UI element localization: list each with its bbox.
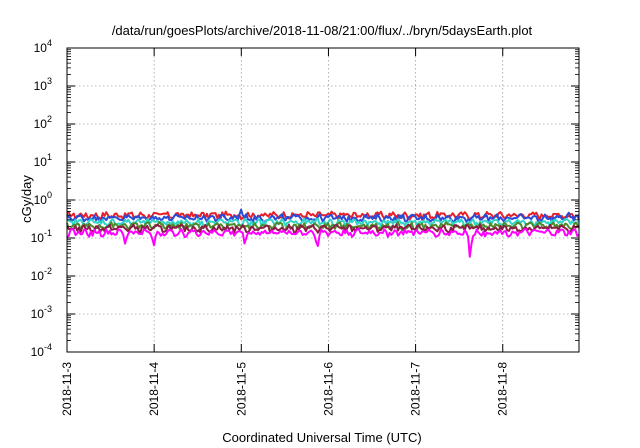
x-axis-label: Coordinated Universal Time (UTC) [222,430,421,445]
x-tick-label: 2018-11-5 [234,362,248,416]
series-line-5 [66,227,580,258]
y-tick-label: 104 [34,38,52,55]
series-layer [66,208,580,258]
x-tick-label: 2018-11-3 [60,362,74,416]
y-axis-label: cGy/day [19,175,34,223]
series-line-4 [66,223,580,234]
x-tick-label: 2018-11-8 [496,362,510,416]
y-tick-label: 10-3 [31,304,52,321]
axis-layer: 10-4 10-3 10-2 10-1 100 101 102 103 104 2018-11-3… [31,38,579,416]
y-tick-label: 102 [34,114,52,131]
x-tick-label: 2018-11-4 [147,362,161,416]
chart-title: /data/run/goesPlots/archive/2018-11-08/2… [112,23,533,38]
grid-lines [67,48,579,352]
y-tick-label: 103 [34,76,52,93]
x-tick-label: 2018-11-7 [409,362,423,416]
y-tick-label: 101 [34,152,52,169]
series-line-2 [66,217,580,228]
y-tick-label: 10-4 [31,342,52,359]
y-tick-label: 10-1 [31,228,52,245]
x-tick-label: 2018-11-6 [321,362,335,416]
y-tick-label: 10-2 [31,266,52,283]
y-tick-label: 100 [34,190,52,207]
